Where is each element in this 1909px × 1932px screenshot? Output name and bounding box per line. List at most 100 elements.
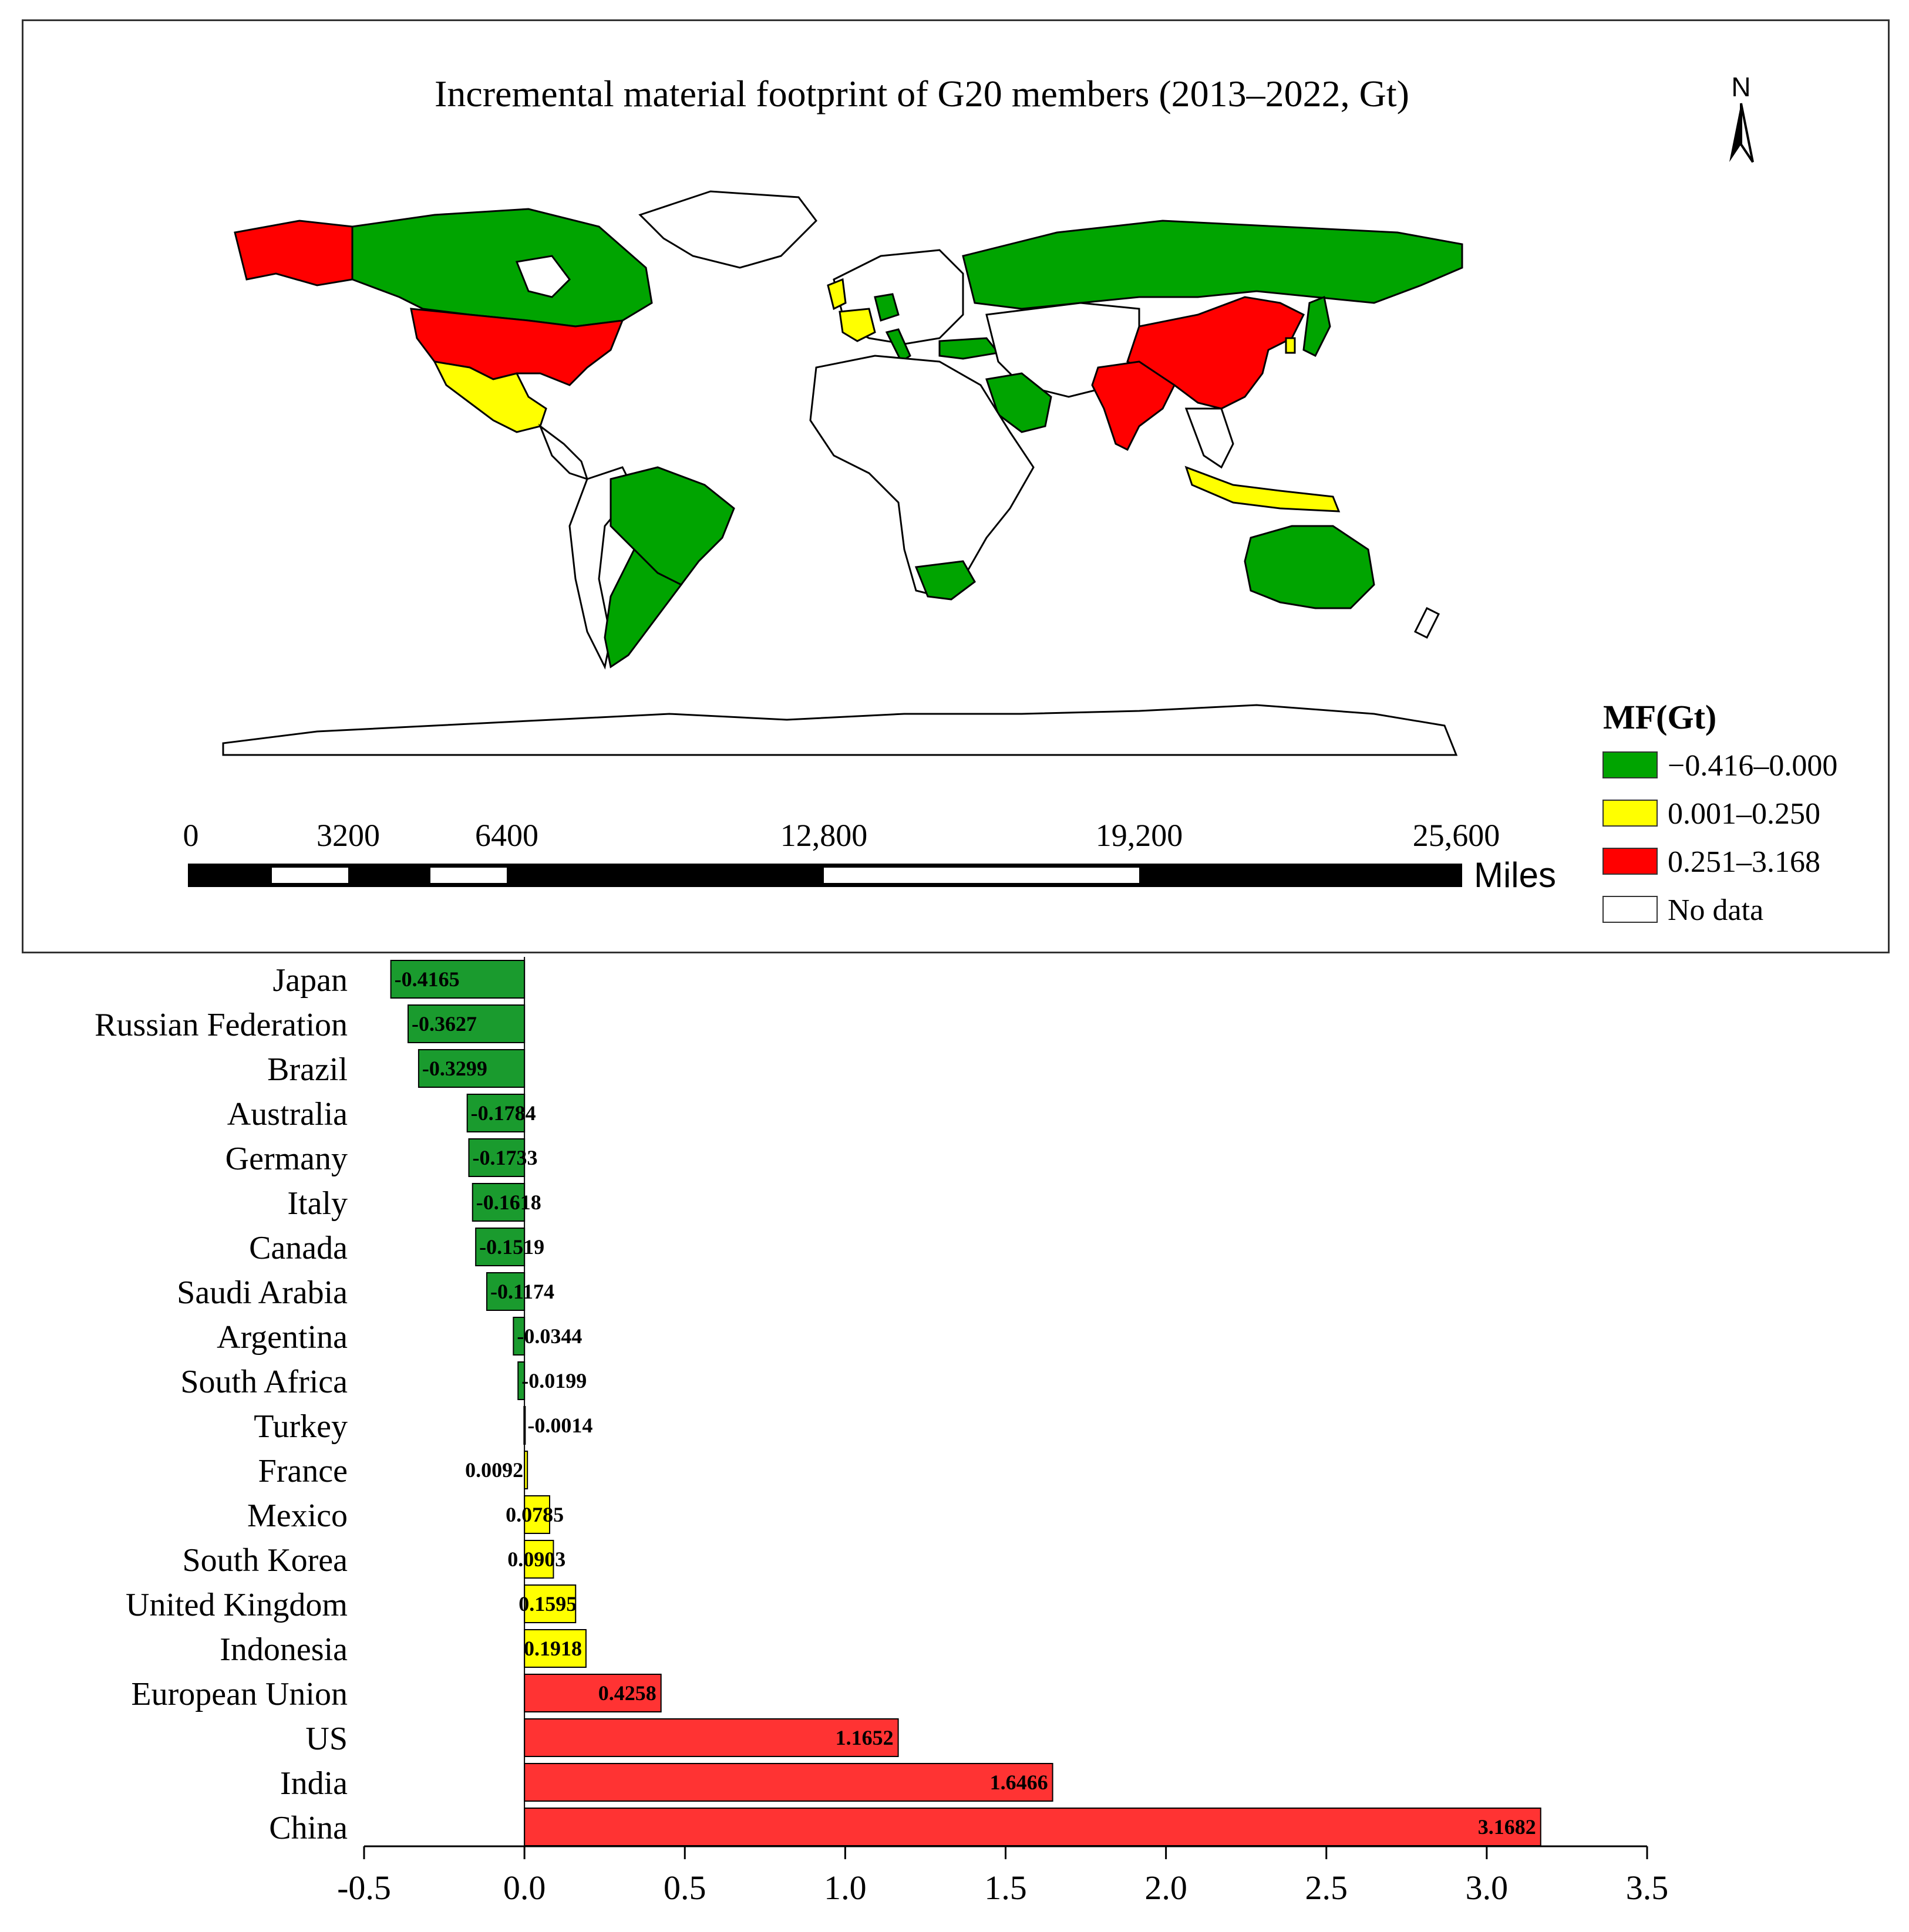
bar	[517, 1361, 526, 1400]
bar	[524, 1629, 587, 1668]
value-label: -0.1733	[472, 1146, 537, 1169]
japan	[1302, 295, 1331, 358]
category-label: Indonesia	[220, 1631, 348, 1668]
legend-swatch-nodata	[1602, 896, 1658, 923]
southeast-asia	[1184, 407, 1234, 469]
value-label: -0.1784	[471, 1101, 536, 1125]
x-tick-label: 1.0	[824, 1869, 867, 1907]
scale-tick-label: 6400	[475, 818, 538, 853]
category-label: United Kingdom	[126, 1587, 348, 1623]
legend-swatch-green	[1602, 751, 1658, 778]
hudson-bay	[515, 255, 571, 298]
alaska	[234, 220, 353, 286]
north-arrow-icon	[1729, 103, 1754, 163]
brazil	[610, 466, 735, 586]
bar	[524, 1451, 528, 1489]
x-tick-label: 2.0	[1144, 1869, 1187, 1907]
value-label: -0.1174	[490, 1280, 554, 1303]
bar	[524, 1718, 899, 1757]
bar	[524, 1495, 551, 1534]
value-label: 0.0785	[506, 1503, 564, 1526]
australia	[1244, 525, 1375, 609]
value-label: -0.1618	[476, 1191, 541, 1214]
scale-tick-label: 12,800	[780, 818, 868, 853]
central-america	[538, 423, 589, 481]
value-label: 0.0903	[507, 1547, 565, 1571]
scale-tick-label: 3200	[317, 818, 380, 853]
category-label: Argentina	[217, 1319, 348, 1356]
legend-title: MF(Gt)	[1603, 698, 1716, 736]
category-label: Mexico	[247, 1498, 348, 1534]
category-label: Japan	[272, 962, 348, 999]
category-label: Turkey	[254, 1408, 348, 1445]
map-title: Incremental material footprint of G20 me…	[435, 73, 1409, 114]
category-label: US	[305, 1721, 348, 1757]
north-label: N	[1731, 72, 1750, 102]
bar	[390, 960, 526, 999]
bar	[475, 1228, 526, 1266]
legend-label: 0.251–3.168	[1668, 845, 1820, 879]
legend-swatch-red	[1602, 848, 1658, 875]
value-label: 3.1682	[1478, 1815, 1536, 1839]
value-label: -0.4165	[395, 967, 460, 991]
map-panel: Incremental material footprint of G20 me…	[22, 19, 1890, 953]
category-label: South Korea	[182, 1542, 348, 1579]
category-label: Australia	[227, 1096, 348, 1132]
value-label: 0.1918	[524, 1637, 582, 1660]
canada	[351, 208, 653, 328]
new-zealand	[1413, 606, 1440, 639]
value-label: -0.3627	[412, 1012, 477, 1036]
category-label: Italy	[287, 1185, 348, 1222]
bar	[513, 1317, 526, 1356]
value-label: -0.0199	[521, 1369, 587, 1392]
bar	[408, 1004, 526, 1043]
x-tick-label: 3.5	[1626, 1869, 1669, 1907]
x-tick-label: 0.0	[503, 1869, 546, 1907]
bar	[486, 1272, 526, 1311]
scale-unit: Miles	[1474, 855, 1556, 895]
category-label: European Union	[131, 1676, 348, 1712]
x-tick-label: 0.5	[664, 1869, 706, 1907]
scale-ticks: 0 3200 6400 12,800 19,200 25,600	[183, 818, 1500, 853]
antarctica	[222, 704, 1458, 756]
bar	[524, 1674, 662, 1712]
world-map: Incremental material footprint of G20 me…	[183, 72, 1838, 927]
italy	[885, 328, 911, 363]
category-label: Russian Federation	[95, 1007, 348, 1043]
greenland	[638, 190, 817, 269]
france	[839, 308, 876, 342]
legend-label: No data	[1668, 893, 1763, 927]
map-landmasses	[222, 190, 1463, 756]
map-legend: MF(Gt) −0.416–0.000 0.001–0.250 0.251–3.…	[1602, 698, 1837, 927]
value-label: -0.3299	[422, 1057, 487, 1080]
x-axis: -0.5 0.0 0.5 1.0 1.5 2.0 2.5 3.0 3.5	[337, 957, 1668, 1907]
scale-bar	[188, 864, 1462, 887]
category-label: South Africa	[180, 1364, 348, 1400]
category-label: China	[269, 1810, 348, 1846]
scale-tick-label: 0	[183, 818, 199, 853]
bar	[524, 1808, 1541, 1846]
bar	[418, 1049, 526, 1088]
bar	[524, 1584, 577, 1623]
category-label: Canada	[249, 1230, 348, 1266]
x-tick-label: 2.5	[1305, 1869, 1348, 1907]
bar	[523, 1406, 526, 1445]
indonesia	[1184, 466, 1341, 512]
india	[1091, 360, 1176, 451]
argentina	[604, 548, 683, 669]
value-label: -0.0344	[517, 1324, 582, 1348]
category-label: Saudi Arabia	[177, 1274, 348, 1311]
value-label: -0.1519	[479, 1235, 544, 1259]
south-korea	[1285, 337, 1296, 354]
category-label: Germany	[225, 1141, 348, 1177]
scale-tick-label: 25,600	[1413, 818, 1500, 853]
value-label: 1.6466	[990, 1771, 1048, 1794]
category-label: India	[280, 1765, 348, 1802]
south-africa	[914, 560, 976, 601]
x-tick-label: 3.0	[1466, 1869, 1509, 1907]
germany	[874, 293, 900, 322]
category-label: Brazil	[267, 1051, 348, 1088]
united-kingdom	[827, 278, 847, 311]
bar	[524, 1763, 1053, 1802]
bar	[472, 1183, 526, 1222]
